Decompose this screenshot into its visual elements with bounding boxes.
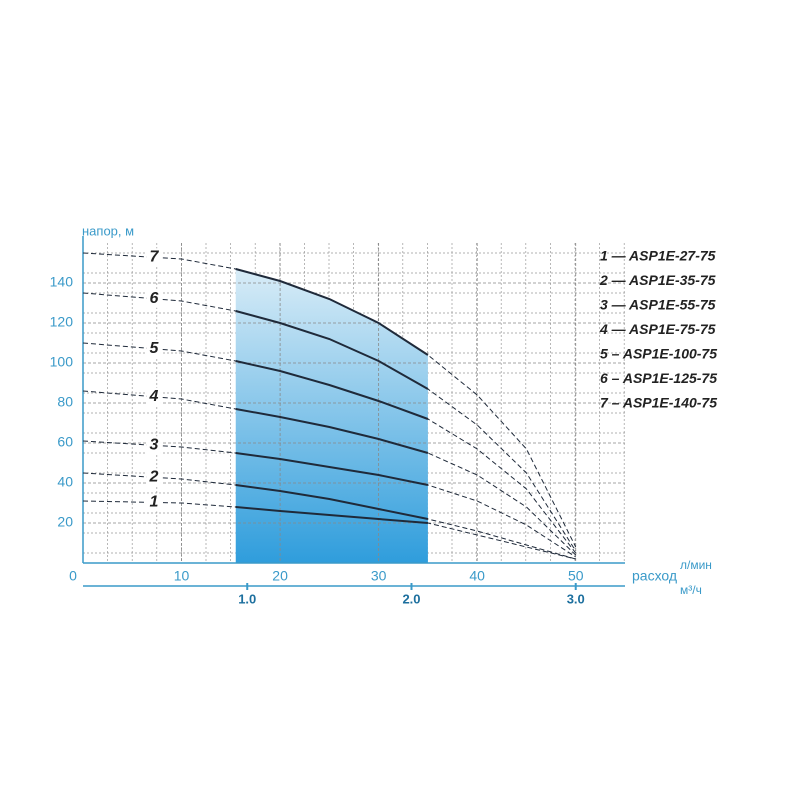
- y-tick-label: 140: [50, 274, 74, 290]
- label-bg: [146, 387, 161, 406]
- curve-label: 1: [149, 494, 158, 511]
- curve-operating: [235, 452, 429, 486]
- y-tick-label: 60: [57, 434, 73, 450]
- label-bg: [146, 436, 161, 455]
- x2-tick-label: 2.0: [402, 591, 420, 606]
- curve-operating: [235, 506, 428, 524]
- y-tick-label: 100: [50, 354, 74, 370]
- curve-operating: [235, 484, 429, 520]
- legend-entry: 1 — ASP1E-27-75: [600, 248, 716, 264]
- curve-operating: [235, 268, 429, 356]
- label-bg: [146, 339, 161, 358]
- legend-entry: 2 — ASP1E-35-75: [599, 272, 716, 288]
- x2-tick-label: 3.0: [567, 591, 585, 606]
- legend-entry: 7 – ASP1E-140-75: [600, 395, 717, 411]
- x2-unit: м³/ч: [680, 583, 702, 597]
- x-tick-label: 30: [371, 568, 387, 584]
- curve-label: 5: [149, 340, 159, 357]
- x-tick-label: 10: [174, 568, 190, 584]
- curve-operating: [235, 360, 429, 420]
- curve-label: 6: [149, 290, 158, 307]
- label-bg: [146, 289, 161, 308]
- x2-tick-label: 1.0: [238, 591, 256, 606]
- x-tick-label: 50: [568, 568, 584, 584]
- y-tick-label: 120: [50, 314, 74, 330]
- label-bg: [146, 468, 161, 487]
- curve-label: 2: [148, 469, 158, 486]
- curve-dashed: [82, 252, 577, 548]
- curve-operating: [235, 310, 429, 390]
- curve-label: 7: [149, 249, 159, 266]
- x-unit: л/мин: [680, 558, 712, 572]
- y-tick-label: 40: [57, 474, 73, 490]
- y-tick-label: 20: [57, 514, 73, 530]
- curve-dashed: [82, 292, 577, 552]
- curve-label: 3: [149, 437, 158, 454]
- label-bg: [146, 493, 161, 512]
- y-axis-label: напор, м: [82, 223, 134, 238]
- curve-operating: [235, 408, 429, 454]
- x-tick-label: 40: [469, 568, 485, 584]
- legend-entry: 6 – ASP1E-125-75: [600, 370, 717, 386]
- x-axis-label: расход: [632, 568, 677, 584]
- legend-entry: 5 – ASP1E-100-75: [600, 346, 717, 362]
- x-tick-label: 20: [272, 568, 288, 584]
- x-tick-label: 0: [69, 568, 77, 584]
- legend-entry: 4 — ASP1E-75-75: [599, 321, 716, 337]
- operating-range: [235, 269, 428, 563]
- curve-label: 4: [148, 388, 158, 405]
- legend-entry: 3 — ASP1E-55-75: [600, 297, 716, 313]
- y-tick-label: 80: [57, 394, 73, 410]
- label-bg: [146, 248, 161, 267]
